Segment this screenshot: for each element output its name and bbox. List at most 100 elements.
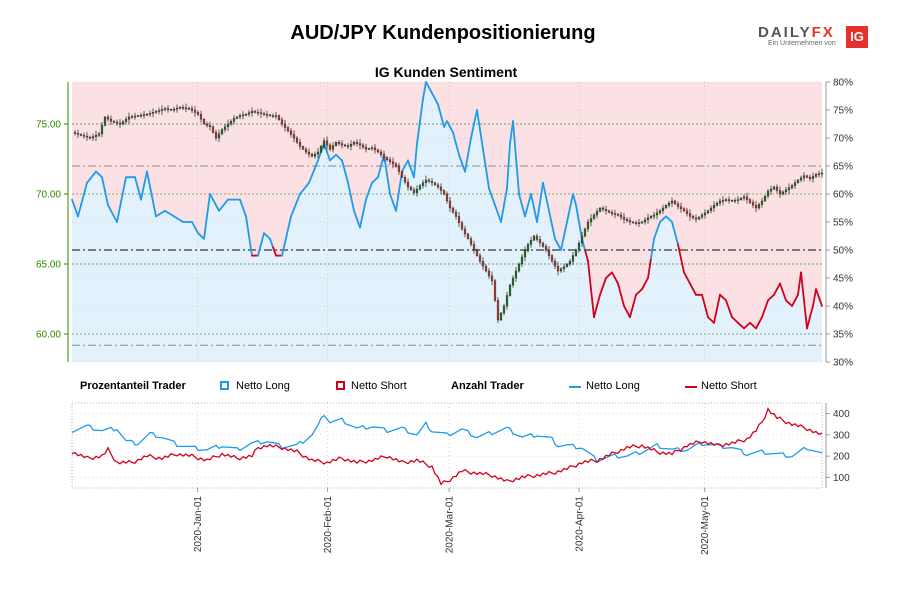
- sentiment-axis-label: 80%: [833, 78, 853, 89]
- price-candle-body: [454, 211, 458, 217]
- price-candle-body: [766, 190, 770, 197]
- price-candle-body: [415, 188, 419, 193]
- sentiment-line-segment: [815, 288, 820, 299]
- sentiment-line-segment: [341, 159, 346, 173]
- price-candle-body: [538, 239, 542, 244]
- price-candle-body: [580, 235, 584, 244]
- price-candle-body: [193, 110, 197, 113]
- price-candle-body: [112, 120, 116, 123]
- price-candle-body: [175, 107, 179, 110]
- sentiment-line-segment: [152, 200, 157, 218]
- price-candle-body: [235, 116, 239, 119]
- price-candle-body: [178, 106, 182, 109]
- price-candle-body: [802, 175, 806, 179]
- price-candle-body: [307, 151, 311, 155]
- legend-percent-short-swatch: [336, 381, 345, 390]
- sentiment-line-segment: [476, 109, 481, 131]
- sentiment-line-segment: [80, 193, 85, 207]
- sentiment-line-segment: [350, 195, 355, 212]
- price-candle-body: [142, 114, 146, 116]
- price-candle-body: [190, 108, 194, 111]
- legend-percent-long-label: Netto Long: [236, 380, 290, 392]
- sentiment-line-segment: [782, 291, 787, 302]
- sentiment-line-segment: [296, 193, 301, 203]
- price-axis-label: 75.00: [36, 120, 61, 131]
- sentiment-line-segment: [485, 167, 490, 190]
- sentiment-line-segment: [773, 288, 778, 296]
- price-candle-body: [151, 112, 155, 114]
- sentiment-line-segment: [104, 190, 109, 207]
- price-candle-body: [751, 202, 755, 206]
- price-candle-body: [163, 108, 167, 110]
- sentiment-line-segment: [812, 288, 817, 307]
- price-candle-body: [541, 242, 545, 247]
- price-candle-body: [259, 112, 263, 115]
- price-candle-body: [613, 213, 617, 215]
- price-candle-body: [616, 214, 620, 216]
- sentiment-line-segment: [689, 282, 694, 291]
- price-candle-body: [379, 151, 383, 155]
- price-candle-body: [715, 202, 719, 206]
- sentiment-line-segment: [566, 207, 571, 223]
- price-candle-body: [499, 312, 503, 321]
- sentiment-line-segment: [467, 137, 472, 156]
- sentiment-line-segment: [284, 228, 289, 244]
- price-candle-body: [457, 216, 461, 223]
- price-candle-body: [520, 256, 524, 265]
- price-candle-body: [202, 118, 206, 125]
- price-candle-body: [577, 242, 581, 251]
- price-candle-body: [643, 219, 647, 223]
- price-candle-body: [688, 213, 692, 217]
- price-candle-body: [313, 153, 317, 157]
- price-candle-body: [610, 211, 614, 214]
- sentiment-line-segment: [515, 156, 520, 195]
- price-candle-body: [733, 200, 737, 202]
- sentiment-line-segment: [386, 173, 391, 195]
- price-candle-body: [649, 216, 653, 218]
- price-candle-body: [619, 214, 623, 218]
- price-candle-body: [547, 249, 551, 256]
- sentiment-line-segment: [587, 260, 592, 291]
- price-candle-body: [139, 114, 143, 117]
- price-candle-body: [247, 112, 251, 115]
- sentiment-line-segment: [119, 191, 124, 208]
- price-candle-body: [283, 123, 287, 128]
- price-candle-body: [238, 115, 242, 118]
- sentiment-line-segment: [542, 181, 547, 198]
- price-candle-body: [154, 111, 158, 113]
- sentiment-axis-label: 30%: [833, 358, 853, 369]
- price-candle-body: [622, 216, 626, 220]
- sentiment-line-segment: [347, 181, 352, 198]
- sentiment-line-segment: [77, 204, 82, 218]
- sentiment-line-segment: [575, 204, 580, 223]
- sentiment-line-segment: [83, 181, 88, 195]
- price-candle-body: [106, 116, 110, 120]
- price-axis-label: 70.00: [36, 190, 61, 201]
- price-candle-body: [664, 204, 668, 209]
- price-candle-body: [370, 147, 374, 150]
- price-candle-body: [445, 193, 449, 202]
- price-candle-body: [130, 116, 134, 118]
- price-candle-body: [703, 212, 707, 216]
- sentiment-line-segment: [506, 142, 511, 190]
- sentiment-line-segment: [488, 187, 493, 198]
- price-candle-body: [97, 133, 101, 136]
- price-candle-body: [814, 174, 818, 177]
- sentiment-line-segment: [464, 153, 469, 173]
- sentiment-line-segment: [434, 97, 439, 106]
- date-axis-label: 2020-Feb-01: [323, 496, 334, 554]
- price-candle-body: [409, 186, 413, 190]
- price-candle-body: [361, 144, 365, 148]
- sentiment-line-segment: [245, 215, 250, 237]
- legend-count-short-label: Netto Short: [701, 380, 757, 392]
- sentiment-line-segment: [614, 277, 619, 285]
- price-candle-body: [817, 173, 821, 175]
- price-candle-body: [331, 145, 335, 150]
- sentiment-line-segment: [272, 246, 277, 257]
- price-candle-body: [118, 122, 122, 125]
- sentiment-line-segment: [416, 120, 421, 145]
- sentiment-line-segment: [674, 232, 679, 246]
- price-candle-body: [544, 246, 548, 251]
- price-candle-body: [187, 107, 191, 110]
